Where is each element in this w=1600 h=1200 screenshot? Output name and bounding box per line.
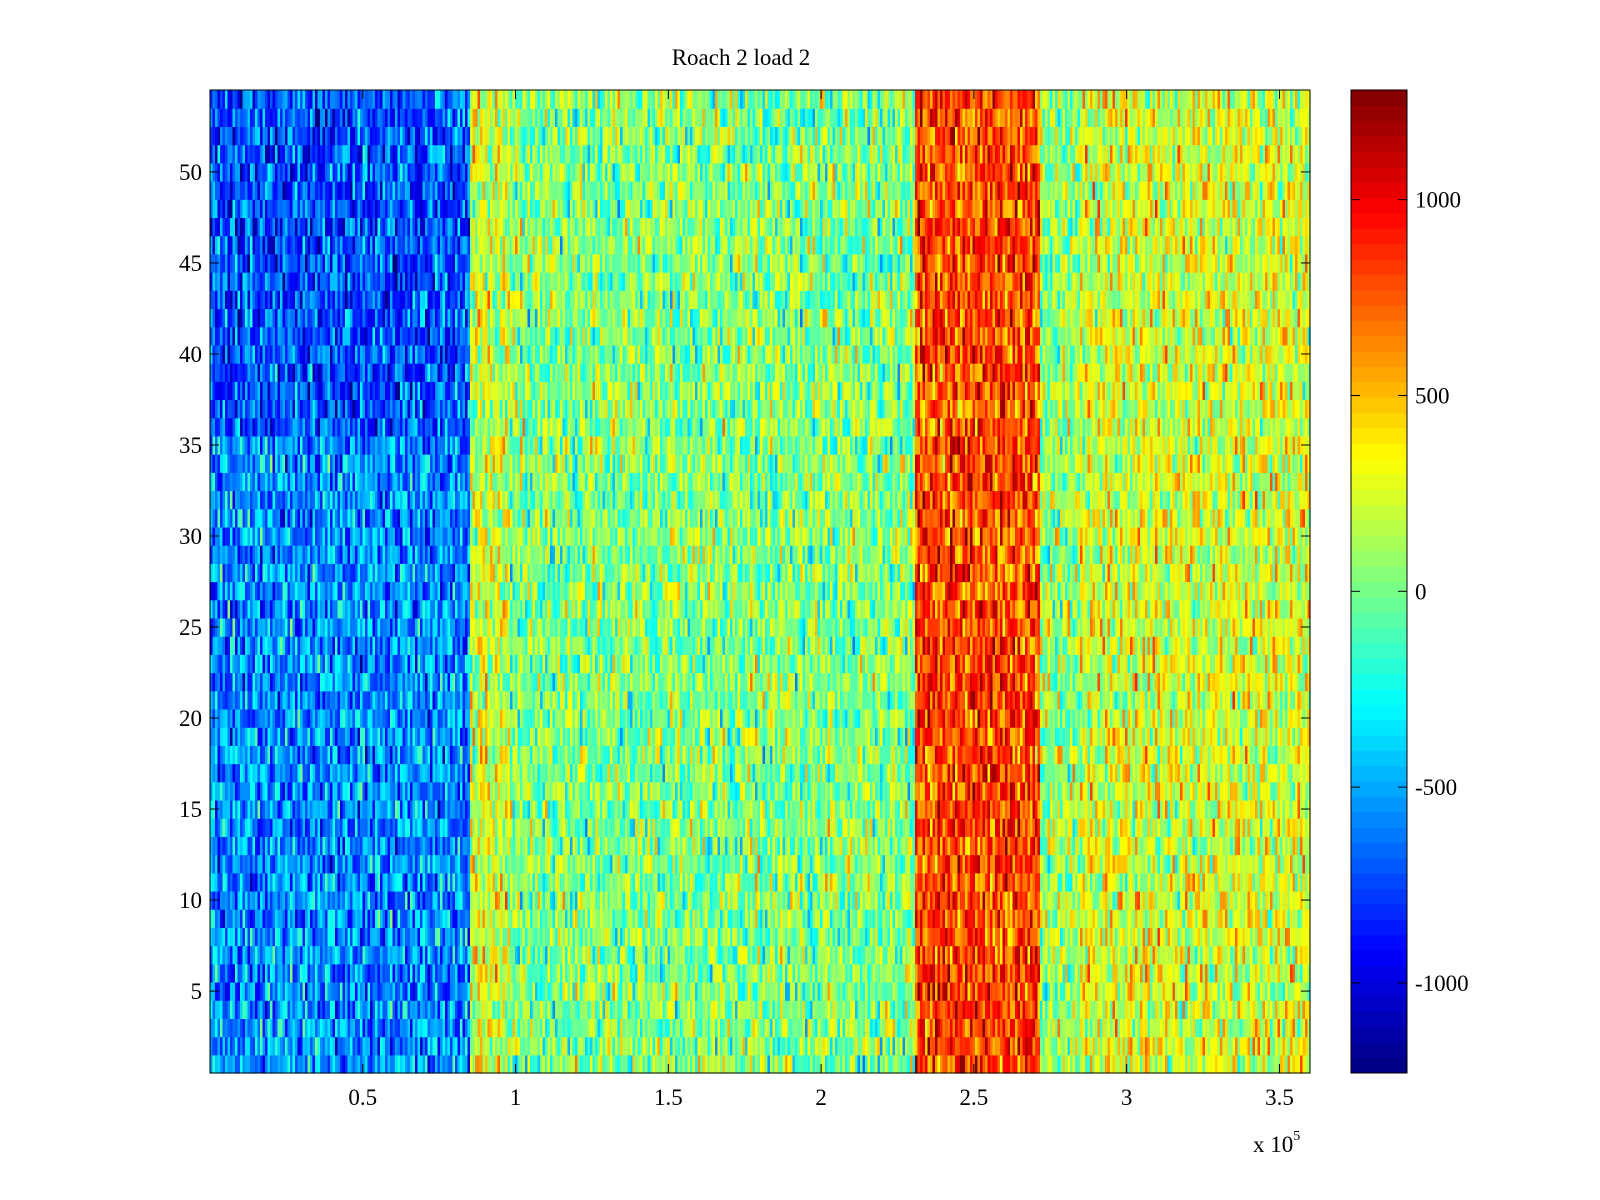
chart-title: Roach 2 load 2 [672,45,811,70]
heatmap-cells [210,90,1311,1074]
